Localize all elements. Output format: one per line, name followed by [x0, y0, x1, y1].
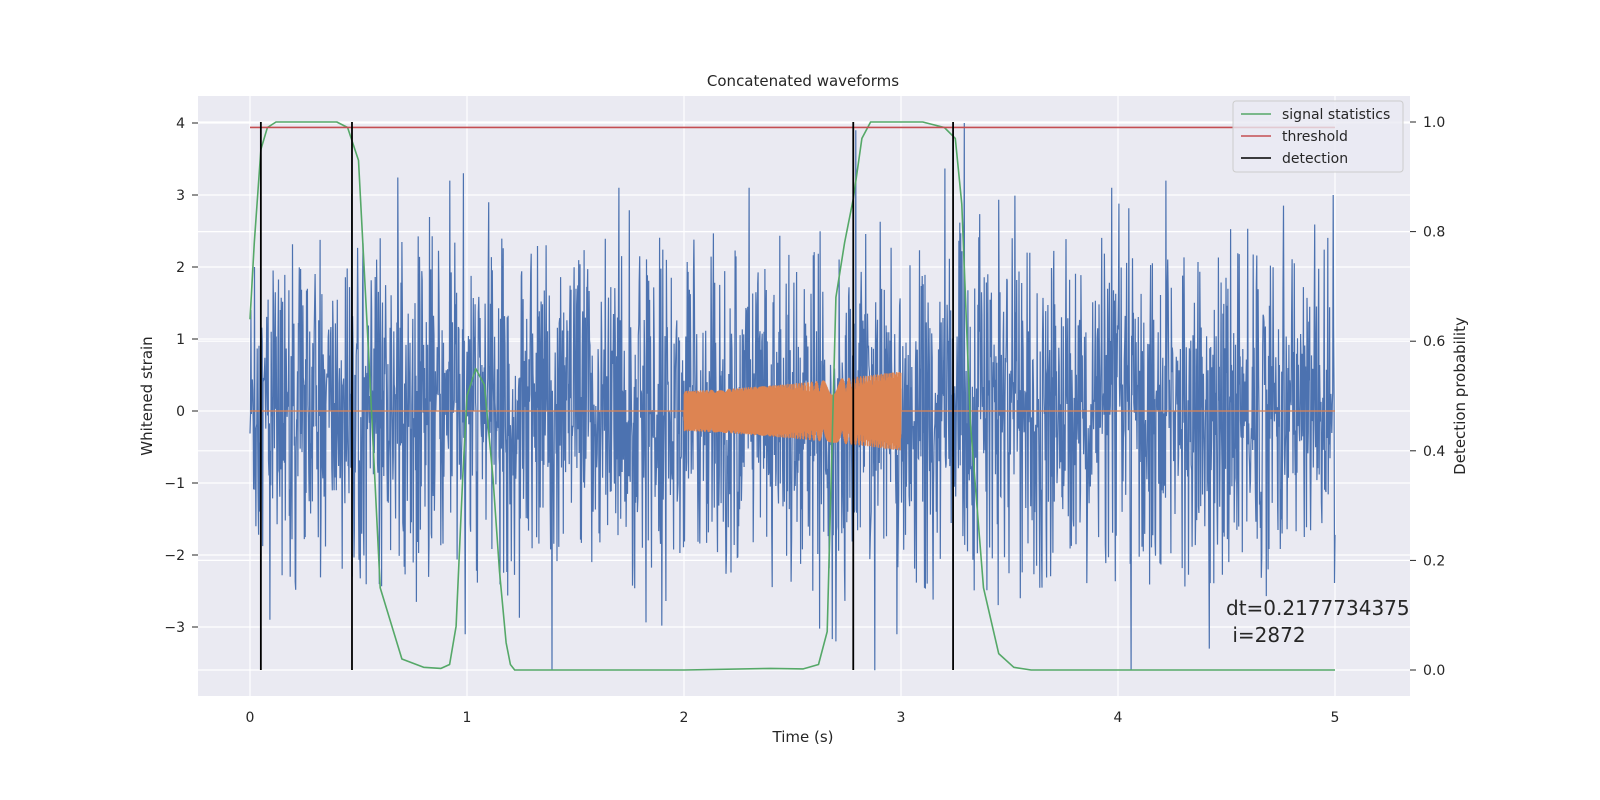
x-tick-label: 5: [1331, 710, 1340, 726]
x-tick-label: 0: [246, 710, 255, 726]
y-tick-label: −3: [164, 620, 185, 636]
whitened-strain-line: [249, 122, 1336, 671]
y2-axis-label: Detection probability: [1451, 317, 1469, 475]
y-tick-label: 4: [176, 116, 185, 132]
plot-area: [198, 96, 1410, 696]
y-tick-label: −1: [164, 476, 185, 492]
legend-label-signal-statistics: signal statistics: [1282, 107, 1390, 123]
injected-chirp-line: [250, 371, 1335, 451]
series-layer: [249, 121, 1336, 671]
x-tick-label: 3: [897, 710, 906, 726]
y2-tick-label: 0.6: [1423, 334, 1445, 350]
y2-tick-label: 0.0: [1423, 663, 1445, 679]
x-axis-label: Time (s): [772, 728, 834, 746]
x-tick-label: 1: [463, 710, 472, 726]
x-tick-label: 4: [1114, 710, 1123, 726]
y-tick-label: 1: [176, 332, 185, 348]
legend-label-detection: detection: [1282, 151, 1348, 167]
y-tick-label: 0: [176, 404, 185, 420]
y-tick-label: −2: [164, 548, 185, 564]
legend-label-threshold: threshold: [1282, 129, 1348, 145]
y2-tick-label: 0.2: [1423, 553, 1445, 569]
y2-axis-ticks: 0.0 0.2 0.4 0.6 0.8 1.0: [1410, 115, 1445, 679]
y-axis-label: Whitened strain: [138, 336, 156, 455]
signal-statistics-line: [249, 121, 1335, 671]
y2-tick-label: 0.4: [1423, 444, 1445, 460]
legend: signal statistics threshold detection: [1232, 100, 1404, 173]
y-axis-ticks: −3 −2 −1 0 1 2 3 4: [164, 116, 198, 636]
x-tick-label: 2: [680, 710, 689, 726]
y-tick-label: 2: [176, 260, 185, 276]
x-axis-ticks: 0 1 2 3 4 5: [246, 710, 1340, 726]
y-tick-label: 3: [176, 188, 185, 204]
y2-tick-label: 0.8: [1423, 225, 1445, 241]
annotation-i: i=2872: [1226, 623, 1306, 647]
y2-tick-label: 1.0: [1423, 115, 1445, 131]
legend-frame: [1232, 100, 1404, 173]
annotation-dt: dt=0.2177734375: [1226, 596, 1410, 620]
chart-title: Concatenated waveforms: [707, 72, 899, 90]
